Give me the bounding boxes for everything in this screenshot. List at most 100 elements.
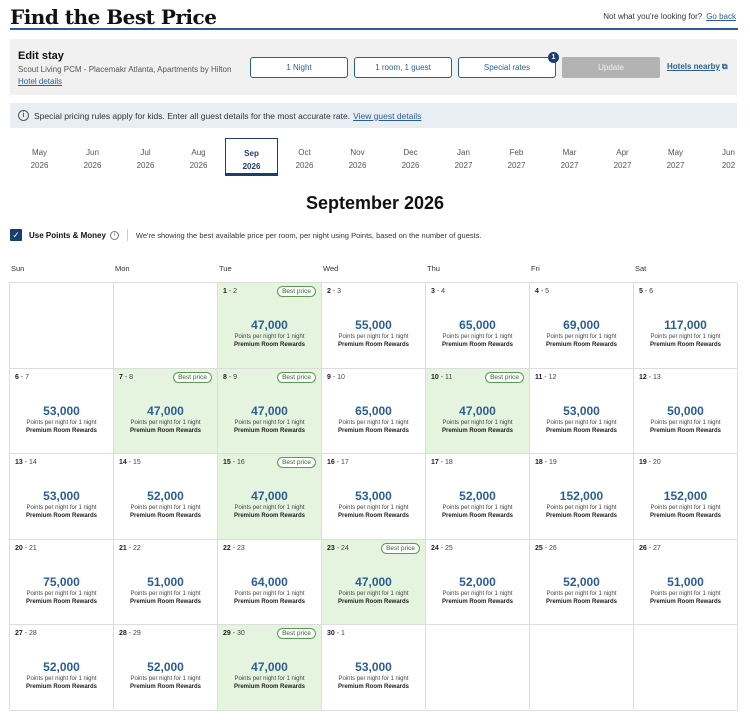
go-back-link[interactable]: Go back <box>706 12 736 21</box>
rate-name: Premium Room Rewards <box>649 598 722 605</box>
stay-dates: 25 - 26 <box>535 544 557 552</box>
check-in-day: 10 <box>431 373 439 381</box>
month-tab-feb-2027[interactable]: Feb 2027 <box>490 138 543 176</box>
price-subtitle: Points per night for 1 night <box>338 590 409 597</box>
calendar-day-cell[interactable]: 6 - 7 53,000 Points per night for 1 night P… <box>10 368 114 455</box>
calendar-day-cell[interactable]: 19 - 20 152,000 Points per night for 1 nig… <box>634 454 738 540</box>
empty-calendar-cell <box>634 625 738 711</box>
stay-dates: 13 - 14 <box>15 459 37 467</box>
calendar-day-cell[interactable]: 22 - 23 64,000 Points per night for 1 nigh… <box>218 539 322 626</box>
calendar-day-cell[interactable]: 25 - 26 52,000 Points per night for 1 nigh… <box>530 539 634 626</box>
points-price: 65,000 <box>459 318 496 332</box>
calendar-day-cell[interactable]: 2 - 3 55,000 Points per night for 1 night P… <box>322 283 426 369</box>
rate-name: Premium Room Rewards <box>649 513 722 520</box>
calendar-day-cell[interactable]: 8 - 9 Best price 47,000 Points per night fo… <box>218 368 322 455</box>
rate-name: Premium Room Rewards <box>129 513 202 520</box>
stay-dates: 12 - 13 <box>639 373 661 381</box>
month-tab-year: 2026 <box>189 161 208 170</box>
check-out-day: 1 <box>341 630 345 638</box>
rate-name: Premium Room Rewards <box>441 342 514 348</box>
check-in-day: 23 <box>327 544 335 552</box>
best-price-badge: Best price <box>277 457 316 469</box>
calendar-day-cell[interactable]: 11 - 12 53,000 Points per night for 1 nigh… <box>530 368 634 455</box>
special-rates-button[interactable]: Special rates <box>458 57 556 78</box>
update-button[interactable]: Update <box>562 57 660 78</box>
nights-button[interactable]: 1 Night <box>250 57 348 78</box>
calendar-day-cell[interactable]: 26 - 27 51,000 Points per night for 1 nigh… <box>634 539 738 626</box>
calendar-day-cell[interactable]: 10 - 11 Best price 47,000 Points per night … <box>426 368 530 455</box>
month-tab-sep-2026[interactable]: Sep 2026 <box>225 138 278 176</box>
calendar-day-cell[interactable]: 24 - 25 52,000 Points per night for 1 nigh… <box>426 539 530 626</box>
calendar-day-cell[interactable]: 1 - 2 Best price 47,000 Points per night fo… <box>218 283 322 369</box>
check-out-day: 27 <box>653 544 661 552</box>
calendar-day-cell[interactable]: 5 - 6 117,000 Points per night for 1 night… <box>634 283 738 369</box>
price-subtitle: Points per night for 1 night <box>650 505 721 512</box>
month-selector: May 2026 Jun 2026 Jul 2026 Aug 2026 Sep 2026 Oct 20… <box>14 138 736 176</box>
view-guest-details-link[interactable]: View guest details <box>353 110 422 121</box>
calendar-day-cell[interactable]: 9 - 10 65,000 Points per night for 1 night… <box>322 368 426 455</box>
month-tab-dec-2026[interactable]: Dec 2026 <box>384 138 437 176</box>
calendar-day-cell[interactable]: 29 - 30 Best price 47,000 Points per night … <box>218 625 322 711</box>
calendar-day-cell[interactable]: 4 - 5 69,000 Points per night for 1 night P… <box>530 283 634 369</box>
calendar-day-cell[interactable]: 20 - 21 75,000 Points per night for 1 nigh… <box>10 539 114 626</box>
calendar-day-cell[interactable]: 30 - 1 53,000 Points per night for 1 night… <box>322 625 426 711</box>
calendar-day-cell[interactable]: 28 - 29 52,000 Points per night for 1 nigh… <box>114 625 218 711</box>
points-price: 69,000 <box>563 318 600 332</box>
calendar-day-cell[interactable]: 15 - 16 Best price 47,000 Points per night … <box>218 454 322 540</box>
hotels-nearby-link[interactable]: Hotels nearby ⧉ <box>667 62 728 72</box>
month-tab-jun-2026[interactable]: Jun 2026 <box>66 138 119 176</box>
info-icon[interactable]: i <box>109 230 119 240</box>
best-price-badge: Best price <box>277 286 316 297</box>
rate-name: Premium Room Rewards <box>233 342 306 348</box>
month-tab-mar-2027[interactable]: Mar 2027 <box>543 138 596 176</box>
month-tab-nov-2026[interactable]: Nov 2026 <box>331 138 384 176</box>
rate-name: Premium Room Rewards <box>337 684 410 691</box>
month-tab-month: Oct <box>298 148 311 157</box>
check-out-day: 13 <box>653 373 661 381</box>
stay-dates: 20 - 21 <box>15 544 37 552</box>
day-of-week-label: Mon <box>115 264 130 273</box>
day-of-week-label: Tue <box>219 264 232 273</box>
month-tab-may-2026[interactable]: May 2026 <box>14 138 66 176</box>
check-out-day: 10 <box>337 373 345 381</box>
month-tab-jul-2026[interactable]: Jul 2026 <box>119 138 172 176</box>
calendar-day-cell[interactable]: 16 - 17 53,000 Points per night for 1 nigh… <box>322 454 426 540</box>
stay-dates: 7 - 8 <box>119 373 134 381</box>
use-points-checkbox[interactable]: ✓ <box>10 229 22 241</box>
month-tab-jan-2027[interactable]: Jan 2027 <box>437 138 490 176</box>
calendar-day-cell[interactable]: 27 - 28 52,000 Points per night for 1 nigh… <box>10 625 114 711</box>
month-tab-apr-2027[interactable]: Apr 2027 <box>596 138 649 176</box>
month-tab-may-2027[interactable]: May 2027 <box>649 138 702 176</box>
calendar-day-cell[interactable]: 13 - 14 53,000 Points per night for 1 nigh… <box>10 454 114 540</box>
price-subtitle: Points per night for 1 night <box>234 505 305 512</box>
check-out-day: 11 <box>445 373 453 381</box>
check-in-day: 25 <box>535 544 543 552</box>
edit-stay-panel: Edit stay Scout Living PCM - Placemakr A… <box>10 39 737 95</box>
check-out-day: 15 <box>133 459 141 467</box>
calendar-day-cell[interactable]: 17 - 18 52,000 Points per night for 1 nigh… <box>426 454 530 540</box>
month-tab-oct-2026[interactable]: Oct 2026 <box>278 138 331 176</box>
hotel-details-link[interactable]: Hotel details <box>18 77 63 86</box>
month-tab-year: 2026 <box>30 161 49 170</box>
special-rates-count-badge: 1 <box>548 52 559 63</box>
check-out-day: 24 <box>341 544 349 552</box>
month-tab-month: Jun <box>722 148 735 157</box>
check-out-day: 23 <box>237 544 245 552</box>
calendar-day-cell[interactable]: 21 - 22 51,000 Points per night for 1 nigh… <box>114 539 218 626</box>
points-price: 52,000 <box>43 660 80 675</box>
month-tab-aug-2026[interactable]: Aug 2026 <box>172 138 225 176</box>
stay-dates: 2 - 3 <box>327 288 342 295</box>
check-in-day: 19 <box>639 459 647 467</box>
stay-dates: 16 - 17 <box>327 459 349 467</box>
calendar-day-cell[interactable]: 23 - 24 Best price 47,000 Points per night … <box>322 539 426 626</box>
price-subtitle: Points per night for 1 night <box>546 334 617 340</box>
calendar-day-cell[interactable]: 18 - 19 152,000 Points per night for 1 nig… <box>530 454 634 540</box>
calendar-day-cell[interactable]: 12 - 13 50,000 Points per night for 1 nigh… <box>634 368 738 455</box>
calendar-day-cell[interactable]: 14 - 15 52,000 Points per night for 1 nigh… <box>114 454 218 540</box>
calendar-day-cell[interactable]: 3 - 4 65,000 Points per night for 1 night P… <box>426 283 530 369</box>
points-price: 47,000 <box>147 403 184 418</box>
rooms-guests-button[interactable]: 1 room, 1 guest <box>354 57 452 78</box>
month-tab-jun-202[interactable]: Jun 202 <box>702 138 736 176</box>
calendar-day-cell[interactable]: 7 - 8 Best price 47,000 Points per night fo… <box>114 368 218 455</box>
month-tab-year: 2027 <box>666 161 685 170</box>
